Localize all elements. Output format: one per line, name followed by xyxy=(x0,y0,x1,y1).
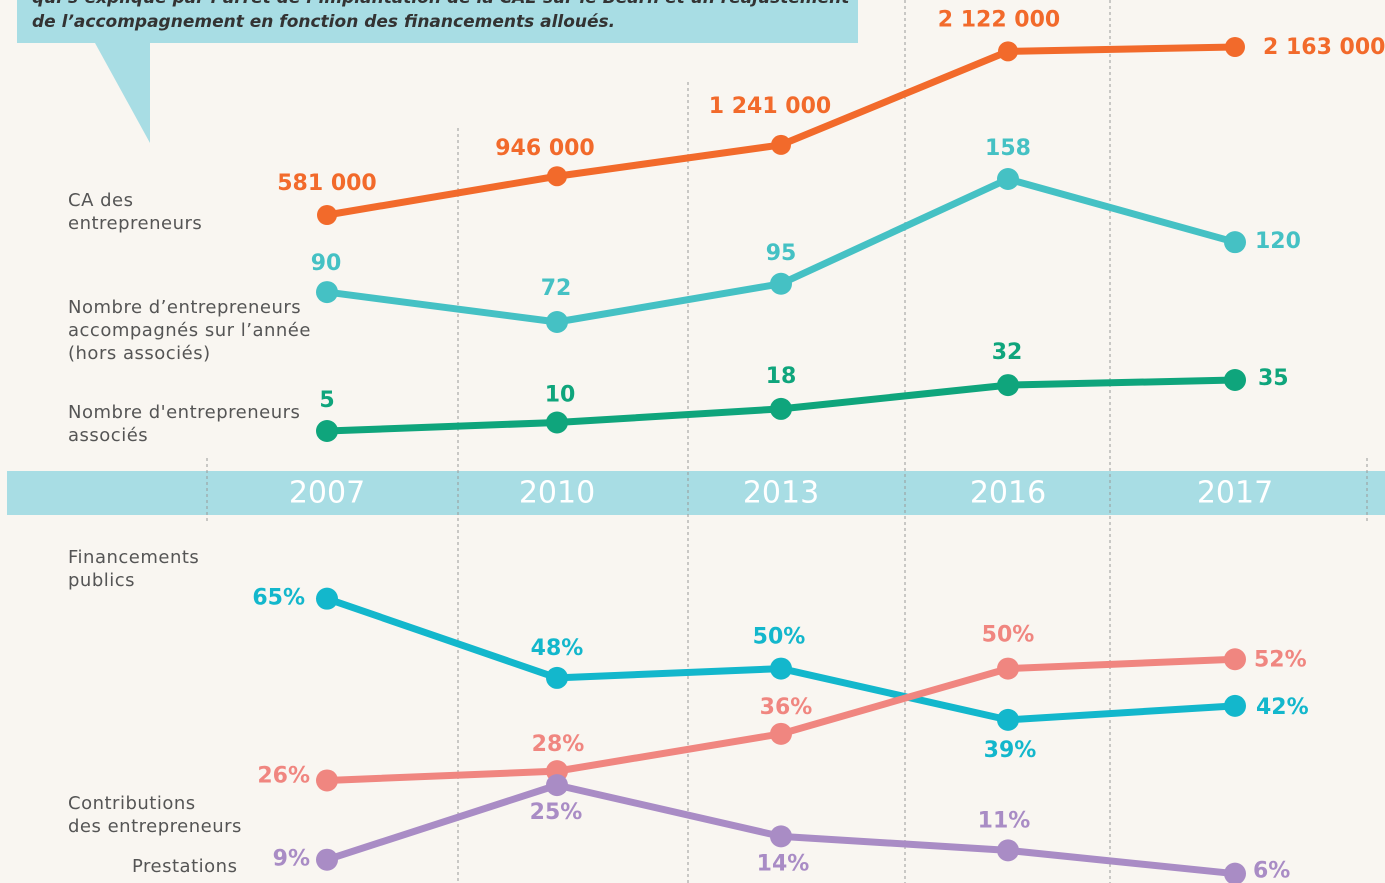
value-label: 581 000 xyxy=(277,171,377,196)
value-label: 32 xyxy=(992,340,1023,365)
value-label: 26% xyxy=(257,763,310,788)
data-point xyxy=(546,311,568,333)
data-point xyxy=(770,397,792,420)
data-point xyxy=(770,825,792,848)
value-label: 11% xyxy=(978,808,1031,833)
data-point xyxy=(1224,648,1246,671)
value-label: 158 xyxy=(985,136,1031,161)
value-label: 10 xyxy=(545,383,576,408)
value-label: 36% xyxy=(760,695,813,720)
data-point xyxy=(316,848,338,871)
data-point xyxy=(546,774,568,797)
data-point xyxy=(1224,231,1246,254)
value-label: 14% xyxy=(757,851,810,876)
series-line xyxy=(326,43,1236,219)
data-point xyxy=(316,420,338,442)
data-point xyxy=(316,587,338,610)
value-label: 50% xyxy=(982,623,1035,648)
value-label: 65% xyxy=(252,586,305,611)
year-label: 2016 xyxy=(970,476,1046,511)
value-label: 2 122 000 xyxy=(938,7,1060,32)
value-label: 48% xyxy=(531,636,584,661)
value-label: 9% xyxy=(273,847,310,872)
value-label: 90 xyxy=(311,251,342,276)
series-name: Prestations xyxy=(132,856,238,877)
year-label: 2017 xyxy=(1197,476,1273,511)
value-label: 946 000 xyxy=(495,136,595,161)
value-label: 72 xyxy=(541,276,572,301)
value-label: 1 241 000 xyxy=(709,94,831,119)
data-point xyxy=(997,708,1019,731)
data-point xyxy=(1224,694,1246,717)
series-name: Financements publics xyxy=(68,547,200,591)
year-band xyxy=(7,471,1385,515)
data-point xyxy=(998,41,1018,62)
data-point xyxy=(316,769,338,792)
year-label: 2013 xyxy=(743,476,819,511)
value-label: 50% xyxy=(753,625,806,650)
data-point xyxy=(1224,369,1246,391)
data-point xyxy=(997,657,1019,680)
annotation: qui s’explique par l’arrêt de l’implanta… xyxy=(32,0,849,32)
data-point xyxy=(1224,862,1246,883)
value-label: 18 xyxy=(766,364,797,389)
value-label: 28% xyxy=(532,732,585,757)
value-label: 120 xyxy=(1255,229,1301,254)
year-label: 2007 xyxy=(289,476,365,511)
series-name: Nombre d'entrepreneurs associés xyxy=(68,402,301,446)
data-point xyxy=(770,657,792,680)
data-point xyxy=(547,166,567,187)
data-point xyxy=(546,666,568,689)
data-point xyxy=(317,205,337,225)
data-point xyxy=(997,839,1019,862)
callout-pointer xyxy=(95,43,150,143)
value-label: 42% xyxy=(1256,695,1309,720)
separators xyxy=(206,0,1368,883)
data-point xyxy=(997,374,1019,397)
callout-box xyxy=(17,0,858,43)
value-label: 25% xyxy=(530,800,583,825)
data-point xyxy=(997,168,1019,190)
data-point xyxy=(770,722,792,745)
value-label: 2 163 000 xyxy=(1263,35,1385,60)
value-label: 39% xyxy=(984,738,1037,763)
year-label: 2010 xyxy=(519,476,595,511)
series-name: Contributions des entrepreneurs xyxy=(68,793,242,837)
data-point xyxy=(771,134,791,155)
value-label: 5 xyxy=(319,388,334,413)
series-name: CA des entrepreneurs xyxy=(68,190,203,234)
data-point xyxy=(1225,37,1245,57)
value-label: 95 xyxy=(766,241,797,266)
data-point xyxy=(770,272,792,295)
value-label: 52% xyxy=(1254,647,1307,672)
data-point xyxy=(546,411,568,434)
data-point xyxy=(316,281,338,304)
value-label: 35 xyxy=(1258,366,1289,391)
series-name: Nombre d’entrepreneurs accompagnés sur l… xyxy=(68,297,311,364)
value-label: 6% xyxy=(1253,859,1290,883)
